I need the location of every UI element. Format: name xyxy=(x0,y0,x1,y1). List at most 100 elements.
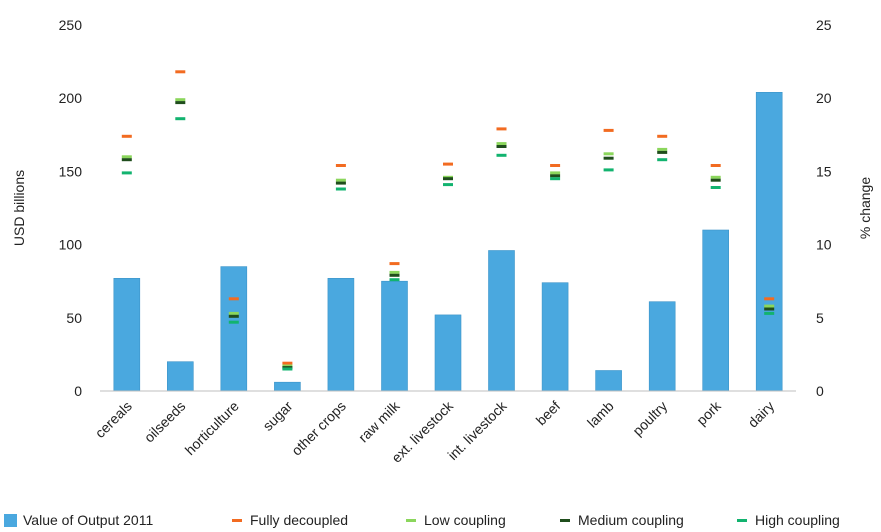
marker-medium-coupling-dairy xyxy=(764,307,775,311)
marker-low-coupling-cereals xyxy=(121,155,132,159)
y-axis-title: USD billions xyxy=(11,170,27,246)
legend-item-medium-coupling: Medium coupling xyxy=(560,512,684,528)
y2-tick-label: 25 xyxy=(816,17,832,33)
marker-high-coupling-dairy xyxy=(764,311,775,315)
x-tick-label-pork: pork xyxy=(693,397,724,428)
marker-high-coupling-lamb xyxy=(603,168,614,172)
y-tick-label: 100 xyxy=(59,237,83,253)
legend-label-fully-decoupled: Fully decoupled xyxy=(250,512,349,528)
marker-medium-coupling-ext-livestock xyxy=(443,177,453,181)
marker-high-coupling-cereals xyxy=(121,171,132,175)
legend-swatch-high-coupling xyxy=(737,518,747,522)
marker-fully-decoupled-lamb xyxy=(603,128,614,132)
legend-label-high-coupling: High coupling xyxy=(755,512,840,528)
marker-fully-decoupled-dairy xyxy=(764,297,775,301)
y2-tick-label: 0 xyxy=(816,383,824,399)
x-tick-label-poultry: poultry xyxy=(629,398,670,439)
bar-raw-milk xyxy=(381,280,408,392)
marker-medium-coupling-poultry xyxy=(657,150,668,154)
x-tick-label-oilseeds: oilseeds xyxy=(141,398,189,446)
bar-beef xyxy=(541,282,569,392)
marker-high-coupling-oilseeds xyxy=(175,117,186,121)
bar-sugar xyxy=(274,381,301,392)
marker-high-coupling-poultry xyxy=(657,158,668,162)
x-tick-label-raw-milk: raw milk xyxy=(355,397,403,445)
x-tick-label-horticulture: horticulture xyxy=(182,398,242,458)
marker-fully-decoupled-horticulture xyxy=(228,297,239,301)
marker-medium-coupling-pork xyxy=(710,178,721,182)
x-tick-label-int-livestock: int. livestock xyxy=(444,397,510,463)
marker-fully-decoupled-raw-milk xyxy=(389,262,400,266)
y2-tick-label: 5 xyxy=(816,310,824,326)
y2-tick-label: 20 xyxy=(816,90,832,106)
legend-item-value-of-output: Value of Output 2011 xyxy=(4,512,153,528)
legend-item-high-coupling: High coupling xyxy=(737,512,840,528)
marker-fully-decoupled-oilseeds xyxy=(175,70,186,74)
marker-fully-decoupled-ext-livestock xyxy=(443,162,453,166)
marker-fully-decoupled-other-crops xyxy=(335,164,346,167)
bar-other-crops xyxy=(327,277,355,392)
legend: Value of Output 2011 Fully decoupled Low… xyxy=(0,510,881,532)
marker-low-coupling-lamb xyxy=(603,152,614,156)
bar-pork xyxy=(702,229,730,392)
marker-fully-decoupled-poultry xyxy=(657,134,668,138)
legend-swatch-bar xyxy=(4,513,17,527)
bar-ext-livestock xyxy=(434,314,462,392)
marker-high-coupling-sugar xyxy=(282,367,293,371)
bar-dairy xyxy=(755,92,783,392)
y-tick-label: 0 xyxy=(74,383,82,399)
x-tick-label-dairy: dairy xyxy=(745,398,778,431)
marker-low-coupling-pork xyxy=(710,175,721,179)
marker-medium-coupling-raw-milk xyxy=(389,273,400,277)
legend-item-fully-decoupled: Fully decoupled xyxy=(232,512,348,528)
chart: 0 50 100 150 200 250 0 5 10 15 20 25 cereals oilseeds… xyxy=(11,17,873,466)
marker-low-coupling-oilseeds xyxy=(175,98,186,102)
marker-fully-decoupled-beef xyxy=(550,164,561,167)
legend-label-medium-coupling: Medium coupling xyxy=(578,512,684,528)
bar-horticulture xyxy=(220,266,248,392)
y2-tick-label: 10 xyxy=(816,237,832,253)
marker-medium-coupling-horticulture xyxy=(228,314,239,318)
marker-medium-coupling-oilseeds xyxy=(175,101,186,105)
marker-high-coupling-ext-livestock xyxy=(443,183,453,187)
bar-poultry xyxy=(648,301,676,392)
y-tick-label: 250 xyxy=(59,17,83,33)
y-tick-label: 150 xyxy=(59,163,83,179)
legend-swatch-fully-decoupled xyxy=(232,518,242,522)
marker-high-coupling-beef xyxy=(550,177,561,181)
marker-fully-decoupled-int-livestock xyxy=(496,127,507,131)
legend-label-low-coupling: Low coupling xyxy=(424,512,506,528)
x-tick-label-lamb: lamb xyxy=(584,398,617,431)
marker-medium-coupling-int-livestock xyxy=(496,145,507,148)
x-tick-label-sugar: sugar xyxy=(259,398,295,434)
legend-swatch-low-coupling xyxy=(406,518,416,522)
marker-low-coupling-other-crops xyxy=(335,178,346,182)
marker-high-coupling-other-crops xyxy=(335,187,346,191)
marker-high-coupling-raw-milk xyxy=(389,278,400,282)
marker-high-coupling-pork xyxy=(710,186,721,189)
x-tick-label-other-crops: other crops xyxy=(288,398,349,459)
marker-fully-decoupled-cereals xyxy=(121,134,132,138)
marker-medium-coupling-lamb xyxy=(603,156,614,160)
marker-low-coupling-poultry xyxy=(657,147,668,151)
legend-label-value-of-output: Value of Output 2011 xyxy=(23,512,154,528)
x-tick-label-cereals: cereals xyxy=(92,398,135,441)
bar-oilseeds xyxy=(167,361,194,392)
marker-medium-coupling-beef xyxy=(550,174,561,178)
marker-low-coupling-raw-milk xyxy=(389,270,400,274)
legend-item-low-coupling: Low coupling xyxy=(406,512,506,528)
marker-fully-decoupled-pork xyxy=(710,164,721,167)
marker-low-coupling-beef xyxy=(550,171,561,175)
legend-swatch-medium-coupling xyxy=(560,518,570,522)
marker-low-coupling-int-livestock xyxy=(496,142,507,146)
marker-medium-coupling-cereals xyxy=(121,158,132,162)
marker-medium-coupling-other-crops xyxy=(335,181,346,185)
y2-axis-title: % change xyxy=(857,177,873,239)
y-tick-label: 200 xyxy=(59,90,83,106)
y2-tick-label: 15 xyxy=(816,163,832,179)
bar-lamb xyxy=(595,370,622,392)
markers-layer xyxy=(121,70,775,371)
marker-high-coupling-int-livestock xyxy=(496,153,507,157)
bars-layer xyxy=(113,92,783,392)
y-tick-label: 50 xyxy=(66,310,82,326)
